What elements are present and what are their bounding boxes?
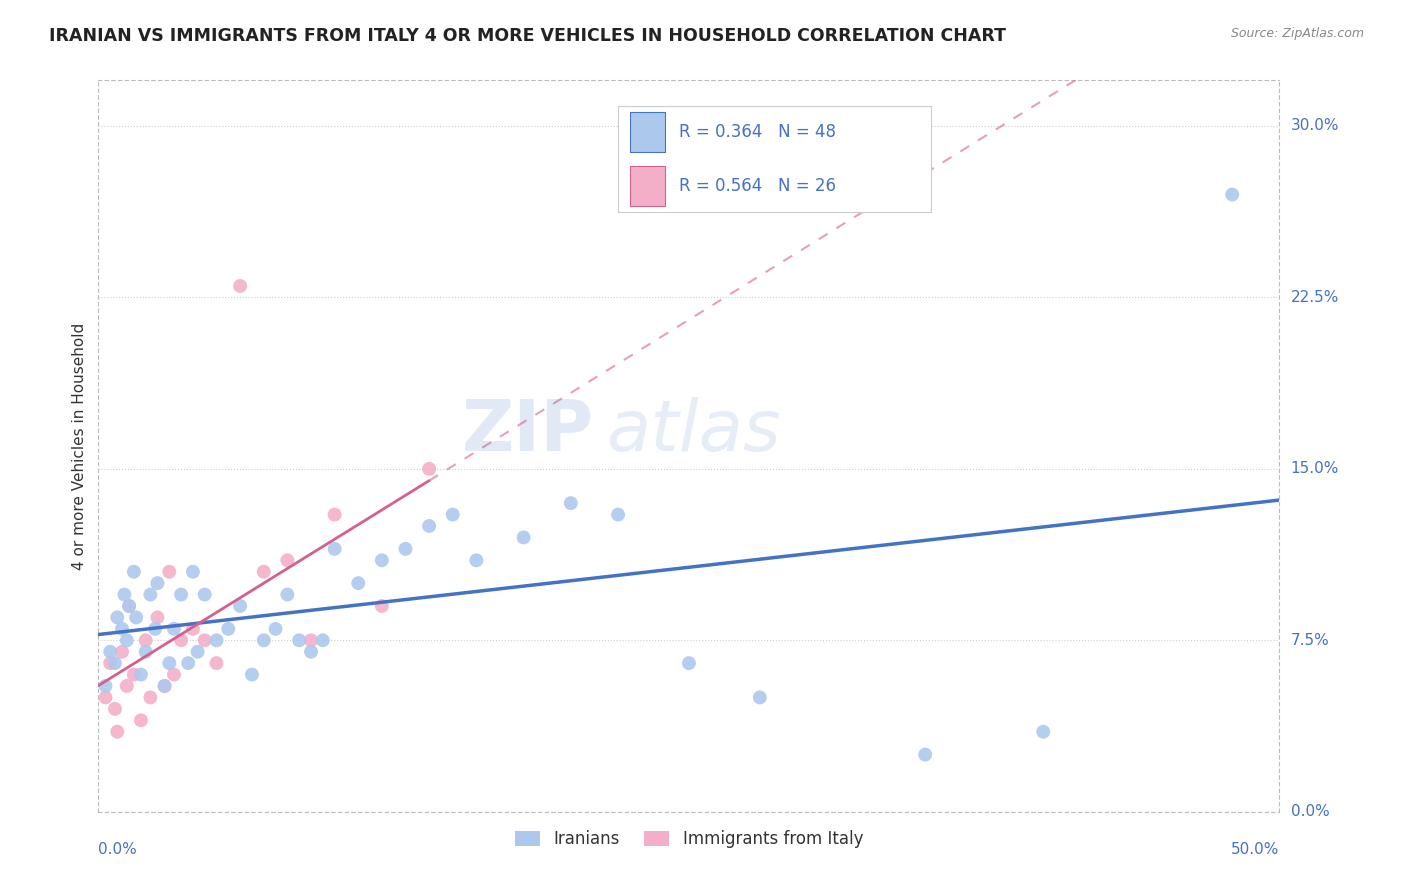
Point [205,656,228,670]
Point [194,633,217,648]
Point [115,633,138,648]
Text: 30.0%: 30.0% [1291,119,1339,134]
Point [105,610,128,624]
Point [371,599,394,613]
Point [217,622,239,636]
FancyBboxPatch shape [619,106,931,212]
Point [129,714,152,728]
Point [264,622,287,636]
Point [163,622,186,636]
Text: atlas: atlas [606,397,780,466]
Text: Source: ZipAtlas.com: Source: ZipAtlas.com [1230,27,1364,40]
Point [170,633,193,648]
Point [441,508,464,522]
Text: 22.5%: 22.5% [1291,290,1339,305]
Point [125,610,148,624]
FancyBboxPatch shape [630,166,665,206]
Point [323,541,346,556]
Point [560,496,582,510]
Point [129,667,152,681]
Point [678,656,700,670]
Point [118,599,141,613]
Point [418,519,440,533]
Point [135,633,157,648]
Point [229,279,252,293]
Point [253,633,276,648]
Point [115,679,138,693]
Point [157,656,180,670]
Point [135,645,157,659]
Point [94,679,117,693]
Point [139,588,162,602]
Point [153,679,176,693]
Point [122,667,145,681]
Point [139,690,162,705]
Point [1032,724,1054,739]
Text: 50.0%: 50.0% [1232,842,1279,857]
Point [276,553,298,567]
Point [98,656,121,670]
Point [104,656,127,670]
Point [104,702,127,716]
Point [299,645,322,659]
Point [177,656,200,670]
Point [299,633,322,648]
Point [465,553,488,567]
Point [347,576,370,591]
Point [105,724,128,739]
Point [187,645,209,659]
Point [153,679,176,693]
Point [253,565,276,579]
Point [323,508,346,522]
Point [163,667,186,681]
Point [312,633,335,648]
Point [288,633,311,648]
Text: IRANIAN VS IMMIGRANTS FROM ITALY 4 OR MORE VEHICLES IN HOUSEHOLD CORRELATION CHA: IRANIAN VS IMMIGRANTS FROM ITALY 4 OR MO… [49,27,1007,45]
Text: R = 0.564   N = 26: R = 0.564 N = 26 [679,177,837,195]
Point [118,599,141,613]
Point [512,530,534,544]
Point [240,667,263,681]
Point [111,622,134,636]
Point [748,690,770,705]
Legend: Iranians, Immigrants from Italy: Iranians, Immigrants from Italy [508,823,870,855]
Point [157,565,180,579]
Point [122,565,145,579]
Text: 15.0%: 15.0% [1291,461,1339,476]
Point [276,588,298,602]
Point [146,576,169,591]
Text: 0.0%: 0.0% [98,842,138,857]
Point [1220,187,1243,202]
Point [146,610,169,624]
Point [170,588,193,602]
Text: 7.5%: 7.5% [1291,632,1329,648]
FancyBboxPatch shape [630,112,665,152]
Point [229,599,252,613]
Point [111,645,134,659]
Point [98,645,121,659]
Point [112,588,135,602]
Point [371,553,394,567]
Point [394,541,416,556]
Point [94,690,117,705]
Point [143,622,166,636]
Text: R = 0.364   N = 48: R = 0.364 N = 48 [679,123,837,141]
Text: 0.0%: 0.0% [1291,805,1329,819]
Point [181,565,204,579]
Point [914,747,936,762]
Y-axis label: 4 or more Vehicles in Household: 4 or more Vehicles in Household [72,322,87,570]
Text: ZIP: ZIP [463,397,595,466]
Point [194,588,217,602]
Point [205,633,228,648]
Point [181,622,204,636]
Point [418,462,440,476]
Point [607,508,630,522]
